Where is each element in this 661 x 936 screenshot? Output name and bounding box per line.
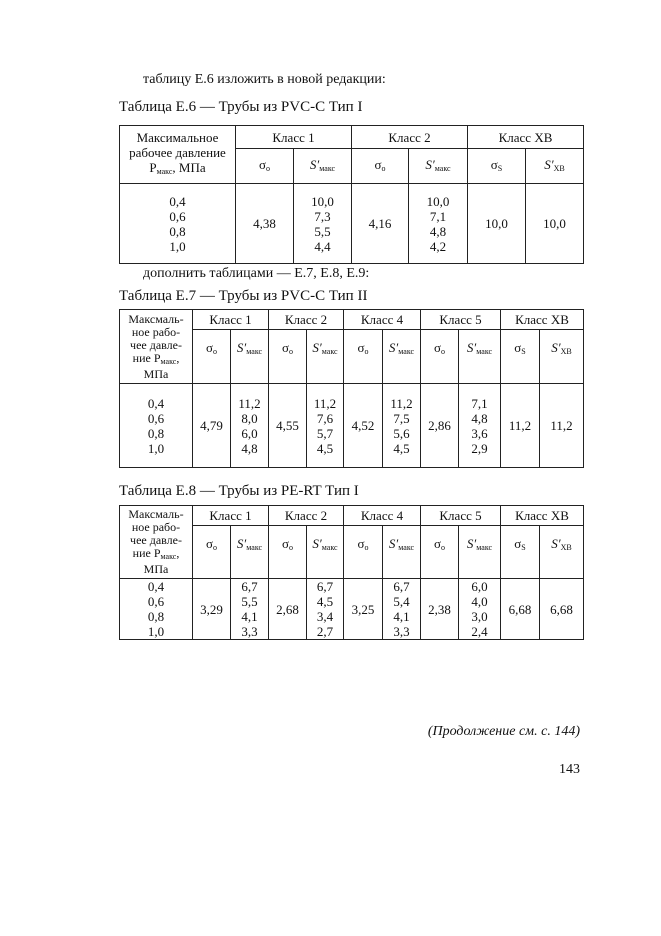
sigma-s-header: σS [500, 329, 540, 384]
pressure-header: Максмаль-ное рабо-чее давле-ние Pмакс, МП… [119, 309, 193, 384]
sigma-o-header: σо [351, 148, 409, 184]
pressures-cell: 0,4 0,6 0,8 1,0 [119, 183, 236, 264]
s-cell: 11,2 7,5 5,6 4,5 [382, 383, 421, 468]
table-row: 0,4 0,6 0,8 1,0 3,29 6,7 5,5 4,1 3,3 2,68 6,7 4,5 3,… [119, 578, 584, 640]
class-header: Класс ХВ [500, 505, 584, 526]
sigma-o-header: σо [192, 329, 231, 384]
s-xb-header: S′ХВ [539, 329, 584, 384]
table-e7-caption: Таблица Е.7 — Трубы из PVC-C Тип II [119, 288, 368, 304]
s-cell: 10,0 7,3 5,5 4,4 [293, 183, 352, 264]
continuation-note: (Продолжение см. с. 144) [427, 724, 580, 739]
s-cell: 6,0 4,0 3,0 2,4 [458, 578, 501, 640]
table-row: 0,4 0,6 0,8 1,0 4,79 11,2 8,0 6,0 4,8 4,55 11,2 7,6… [119, 383, 584, 468]
table-e6-caption: Таблица Е.6 — Трубы из PVC-C Тип I [119, 99, 363, 115]
s-max-header: S′макс [293, 148, 352, 184]
table-e6: Максимальное рабочее давление Pмакс, МПа К… [119, 125, 584, 264]
s-xb-cell: 6,68 [539, 578, 584, 640]
page-number: 143 [559, 762, 580, 777]
s-max-header: S′макс [382, 525, 421, 579]
class-header: Класс ХВ [500, 309, 584, 330]
s-max-header: S′макс [382, 329, 421, 384]
s-xb-header: S′ХВ [539, 525, 584, 579]
s-cell: 10,0 7,1 4,8 4,2 [408, 183, 468, 264]
class-header: Класс 2 [268, 309, 344, 330]
table-e8-caption: Таблица Е.8 — Трубы из PE-RT Тип I [119, 483, 359, 499]
sigma-cell: 2,68 [268, 578, 307, 640]
class-header: Класс 1 [235, 125, 352, 149]
s-xb-cell: 11,2 [539, 383, 584, 468]
sigma-cell: 11,2 [500, 383, 540, 468]
pressures-cell: 0,4 0,6 0,8 1,0 [119, 578, 193, 640]
sigma-cell: 6,68 [500, 578, 540, 640]
class-header: Класс 5 [420, 309, 501, 330]
s-cell: 6,7 5,4 4,1 3,3 [382, 578, 421, 640]
s-max-header: S′макс [306, 525, 344, 579]
sigma-o-header: σо [420, 525, 459, 579]
s-cell: 6,7 4,5 3,4 2,7 [306, 578, 344, 640]
s-max-header: S′макс [458, 329, 501, 384]
class-header: Класс 4 [343, 505, 421, 526]
class-header: Класс ХВ [467, 125, 584, 149]
pressure-header: Максмаль-ное рабо-чее давле-ние Pмакс, МП… [119, 505, 193, 579]
sigma-s-header: σS [500, 525, 540, 579]
pressures-cell: 0,4 0,6 0,8 1,0 [119, 383, 193, 468]
s-cell: 11,2 8,0 6,0 4,8 [230, 383, 269, 468]
s-cell: 6,7 5,5 4,1 3,3 [230, 578, 269, 640]
sigma-o-header: σо [420, 329, 459, 384]
class-header: Класс 2 [351, 125, 468, 149]
sigma-o-header: σо [343, 329, 383, 384]
class-header: Класс 1 [192, 309, 269, 330]
s-max-header: S′макс [306, 329, 344, 384]
class-header: Класс 2 [268, 505, 344, 526]
class-header: Класс 4 [343, 309, 421, 330]
sigma-o-header: σо [192, 525, 231, 579]
sigma-cell: 4,52 [343, 383, 383, 468]
sigma-cell: 2,38 [420, 578, 459, 640]
s-max-header: S′макс [408, 148, 468, 184]
class-header: Класс 1 [192, 505, 269, 526]
s-xb-header: S′ХВ [525, 148, 584, 184]
intro-e6: таблицу Е.6 изложить в новой редакции: [143, 72, 386, 87]
sigma-cell: 4,38 [235, 183, 294, 264]
table-row: 0,4 0,6 0,8 1,0 4,38 10,0 7,3 5,5 4,4 4,16 10,… [119, 183, 584, 264]
sigma-cell: 4,16 [351, 183, 409, 264]
sigma-cell: 3,25 [343, 578, 383, 640]
sigma-o-header: σо [343, 525, 383, 579]
sigma-cell: 4,55 [268, 383, 307, 468]
s-xb-cell: 10,0 [525, 183, 584, 264]
s-max-header: S′макс [458, 525, 501, 579]
intro-e7: дополнить таблицами — Е.7, Е.8, Е.9: [143, 266, 370, 281]
s-max-header: S′макс [230, 525, 269, 579]
s-cell: 7,1 4,8 3,6 2,9 [458, 383, 501, 468]
sigma-s-header: σS [467, 148, 526, 184]
class-header: Класс 5 [420, 505, 501, 526]
s-cell: 11,2 7,6 5,7 4,5 [306, 383, 344, 468]
sigma-cell: 2,86 [420, 383, 459, 468]
s-max-header: S′макс [230, 329, 269, 384]
sigma-o-header: σо [235, 148, 294, 184]
table-e7: Максмаль-ное рабо-чее давле-ние Pмакс, МП… [119, 309, 584, 468]
table-e8: Максмаль-ное рабо-чее давле-ние Pмакс, МП… [119, 505, 584, 640]
sigma-cell: 10,0 [467, 183, 526, 264]
pressure-header: Максимальное рабочее давление Pмакс, МПа [119, 125, 236, 184]
sigma-cell: 3,29 [192, 578, 231, 640]
sigma-cell: 4,79 [192, 383, 231, 468]
sigma-o-header: σо [268, 329, 307, 384]
sigma-o-header: σо [268, 525, 307, 579]
